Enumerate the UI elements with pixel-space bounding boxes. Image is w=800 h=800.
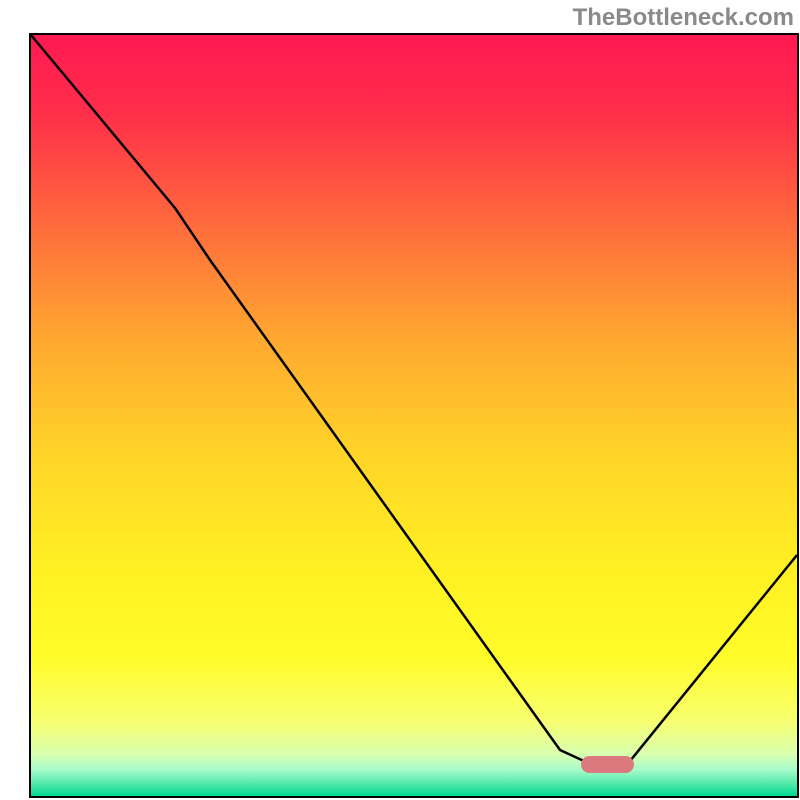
recommendation-marker (581, 756, 634, 773)
chart-plot (0, 0, 800, 800)
watermark-text: TheBottleneck.com (573, 4, 794, 32)
bottleneck-curve (31, 35, 797, 761)
